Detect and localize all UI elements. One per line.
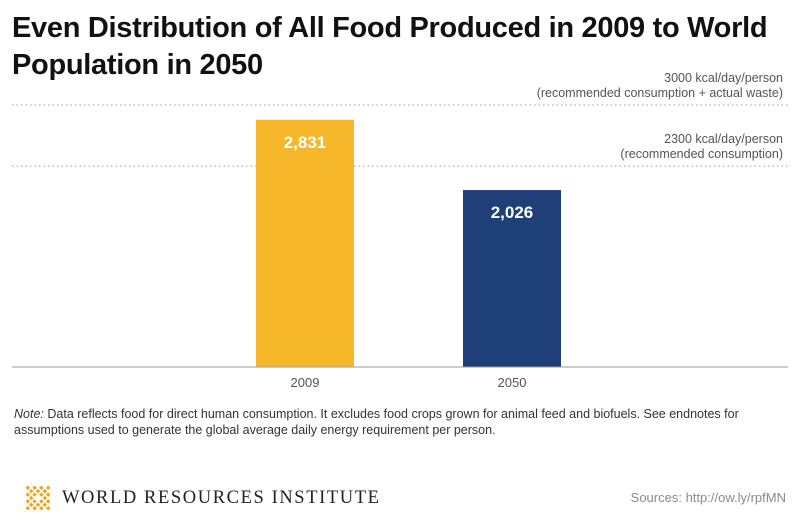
data-label-2050: 2,026: [491, 203, 534, 222]
bar-2050: [463, 190, 561, 367]
bars: 2,831 2,026: [256, 119, 561, 367]
chart-note: Note: Data reflects food for direct huma…: [14, 406, 784, 438]
reference-label-1: 3000 kcal/day/person: [664, 71, 783, 85]
footer-logo: WORLD RESOURCES INSTITUTE: [24, 484, 381, 512]
reference-sublabel-1: (recommended consumption + actual waste): [537, 86, 783, 100]
note-text: Data reflects food for direct human cons…: [14, 407, 739, 437]
reference-lines: 3000 kcal/day/person(recommended consump…: [12, 71, 788, 167]
x-tick-label-2009: 2009: [291, 375, 320, 390]
bar-2009: [256, 119, 354, 367]
source-text: Sources: http://ow.ly/rpfMN: [630, 490, 786, 505]
organization-name: WORLD RESOURCES INSTITUTE: [62, 487, 381, 508]
data-label-2009: 2,831: [284, 133, 327, 152]
reference-sublabel-2: (recommended consumption): [620, 147, 783, 161]
note-label: Note:: [14, 407, 44, 421]
wri-logo-icon: [25, 485, 51, 511]
x-tick-label-2050: 2050: [498, 375, 527, 390]
bar-chart: 3000 kcal/day/person(recommended consump…: [12, 71, 788, 390]
chart-title: Even Distribution of All Food Produced i…: [12, 12, 768, 81]
reference-label-2: 2300 kcal/day/person: [664, 132, 783, 146]
x-axis-ticks: 2009 2050: [291, 375, 527, 390]
